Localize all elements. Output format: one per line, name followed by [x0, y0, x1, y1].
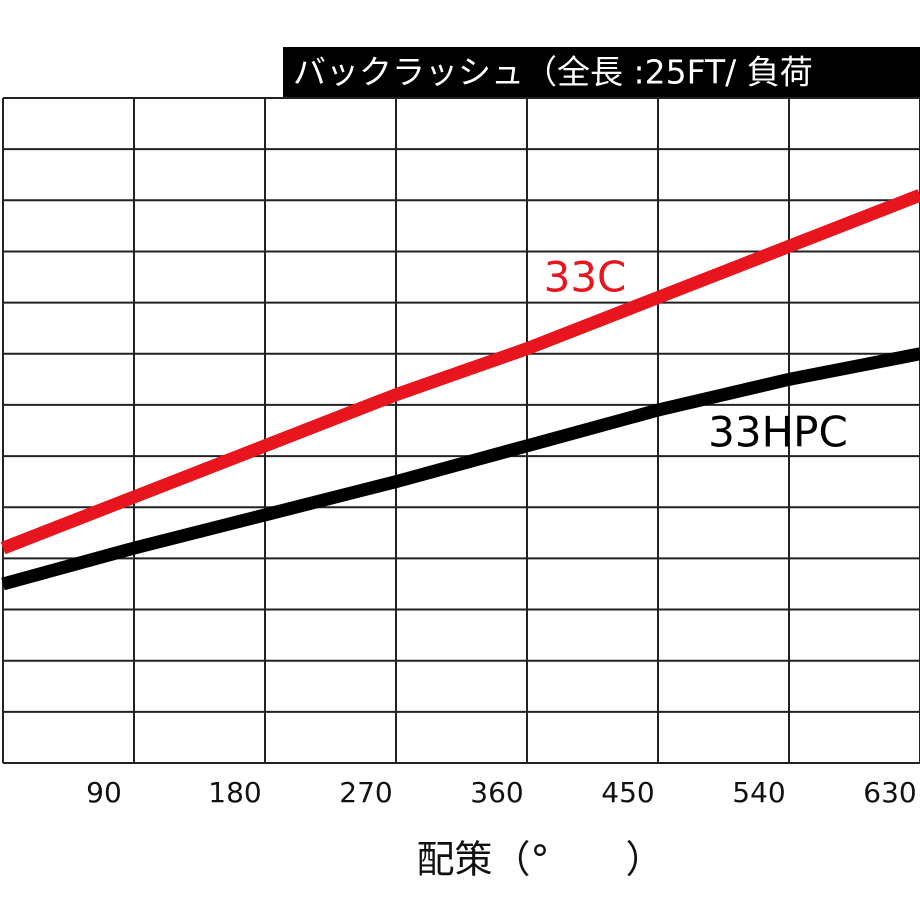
series-label: 33C [544, 253, 627, 302]
x-tick-label: 180 [208, 776, 261, 809]
x-tick-label: 630 [863, 776, 916, 809]
x-tick-label: 90 [86, 776, 122, 809]
title-box [283, 47, 920, 98]
series-line [0, 189, 920, 555]
x-tick-label: 540 [732, 776, 785, 809]
x-tick-label: 270 [339, 776, 392, 809]
chart-title: バックラッシュ（全長 :25FT/ 負荷 [293, 53, 813, 92]
series-line [1, 347, 920, 591]
x-tick-label: 360 [470, 776, 523, 809]
x-axis-label: 配策（° ） [416, 838, 663, 882]
x-tick-label: 450 [601, 776, 654, 809]
series-label: 33HPC [708, 408, 848, 457]
